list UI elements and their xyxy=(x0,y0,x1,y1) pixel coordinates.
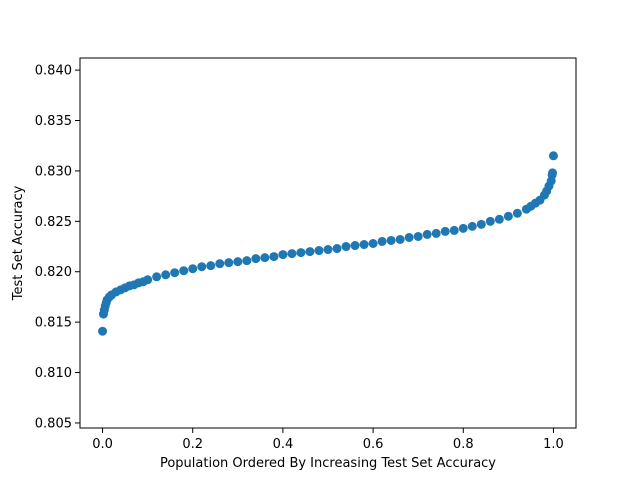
x-tick-label: 0.8 xyxy=(453,437,474,452)
y-tick-label: 0.830 xyxy=(35,164,72,179)
data-point xyxy=(377,236,387,246)
x-tick-label: 0.0 xyxy=(92,437,113,452)
data-point xyxy=(467,221,477,231)
data-point xyxy=(161,270,171,280)
data-point xyxy=(188,264,198,274)
data-point xyxy=(350,241,360,251)
data-point xyxy=(503,211,513,221)
data-point xyxy=(413,231,423,241)
data-point xyxy=(170,268,180,278)
data-point xyxy=(269,252,279,262)
y-tick-label: 0.825 xyxy=(35,215,72,230)
x-tick-label: 1.0 xyxy=(543,437,564,452)
data-point xyxy=(476,219,486,229)
data-point xyxy=(485,216,495,226)
data-point xyxy=(260,253,270,263)
data-point xyxy=(512,208,522,218)
x-tick-label: 0.6 xyxy=(363,437,384,452)
y-tick-label: 0.810 xyxy=(35,366,72,381)
data-point xyxy=(440,226,450,236)
data-point xyxy=(251,254,261,264)
data-point xyxy=(197,262,207,272)
y-tick-label: 0.835 xyxy=(35,114,72,129)
data-point xyxy=(494,214,504,224)
data-point xyxy=(242,256,252,266)
y-axis-label: Test Set Accuracy xyxy=(11,185,26,301)
x-axis-label: Population Ordered By Increasing Test Se… xyxy=(160,456,496,471)
y-tick-label: 0.820 xyxy=(35,265,72,280)
data-point xyxy=(296,248,306,258)
plot-frame xyxy=(79,57,577,429)
data-points xyxy=(98,151,558,336)
data-point xyxy=(143,275,153,285)
data-point xyxy=(422,229,432,239)
y-tick-label: 0.815 xyxy=(35,316,72,331)
data-point xyxy=(395,234,405,244)
data-point xyxy=(287,249,297,259)
x-tick-label: 0.4 xyxy=(273,437,294,452)
data-point xyxy=(278,250,288,260)
data-point xyxy=(341,242,351,252)
data-point xyxy=(332,244,342,254)
data-point xyxy=(305,247,315,257)
data-point xyxy=(179,266,189,276)
x-tick-label: 0.2 xyxy=(182,437,203,452)
data-point xyxy=(458,223,468,233)
y-tick-label: 0.840 xyxy=(35,64,72,79)
data-point xyxy=(98,326,108,336)
data-point xyxy=(224,258,234,268)
data-point xyxy=(386,235,396,245)
data-point xyxy=(359,240,369,250)
y-axis: 0.805 0.810 0.815 0.820 0.825 0.830 0.835 0.840 xyxy=(35,64,80,431)
x-axis: 0.0 0.2 0.4 0.6 0.8 1.0 xyxy=(92,428,564,452)
y-tick-label: 0.805 xyxy=(35,416,72,431)
data-point xyxy=(215,259,225,269)
data-point xyxy=(368,239,378,248)
data-point xyxy=(404,232,414,242)
data-point xyxy=(314,246,324,256)
data-point xyxy=(431,228,441,238)
data-point xyxy=(206,261,216,271)
data-point xyxy=(323,245,333,255)
data-point xyxy=(548,168,558,178)
data-point xyxy=(449,225,459,235)
data-point xyxy=(233,257,243,267)
data-point xyxy=(152,272,162,282)
data-point xyxy=(548,151,558,161)
